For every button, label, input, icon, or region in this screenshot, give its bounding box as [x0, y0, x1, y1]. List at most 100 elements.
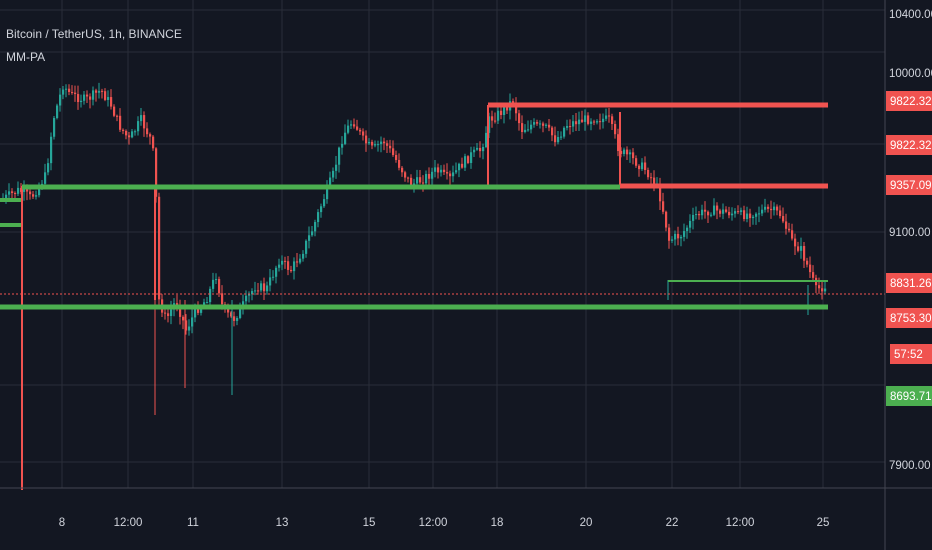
candle-body: [80, 100, 83, 103]
candle-body: [113, 106, 116, 116]
candle-body: [578, 119, 581, 125]
candle-body: [359, 129, 362, 132]
y-tick-label: 10000.00: [889, 68, 932, 80]
candle-body: [683, 231, 686, 237]
candle-body: [362, 131, 365, 136]
candle-body: [314, 222, 317, 232]
candle-body: [710, 214, 713, 216]
candle-body: [638, 165, 641, 170]
candle-body: [539, 123, 542, 125]
candle-body: [26, 188, 29, 192]
candle-body: [335, 164, 338, 171]
candle-body: [659, 183, 662, 202]
x-tick-label: 13: [276, 517, 289, 529]
candle-body: [83, 94, 86, 101]
candle-body: [47, 163, 50, 173]
candle-body: [278, 264, 281, 268]
candle-body: [635, 158, 638, 166]
candles: [2, 82, 827, 415]
candle-body: [458, 163, 461, 171]
candle-body: [236, 318, 239, 321]
candle-body: [32, 194, 35, 197]
candle-body: [188, 326, 191, 331]
candle-body: [596, 121, 599, 123]
candle-body: [533, 122, 536, 125]
candle-body: [554, 135, 557, 143]
candle-body: [755, 213, 758, 217]
candle-body: [374, 144, 377, 146]
candle-body: [149, 134, 152, 137]
candle-body: [23, 188, 26, 192]
candle-body: [44, 172, 47, 184]
candle-body: [581, 119, 584, 122]
candle-body: [479, 147, 482, 152]
candle-body: [665, 211, 668, 228]
candle-body: [170, 309, 173, 316]
candle-body: [728, 211, 731, 216]
candle-body: [740, 210, 743, 212]
candle-body: [806, 260, 809, 265]
candle-body: [599, 121, 602, 123]
candle-body: [101, 90, 104, 92]
candle-body: [158, 196, 161, 300]
candle-body: [620, 151, 623, 154]
candle-body: [56, 105, 59, 119]
price-tag-box: [890, 344, 932, 364]
candle-body: [530, 124, 533, 130]
candle-body: [269, 277, 272, 286]
candle-body: [86, 94, 89, 97]
candle-body: [485, 132, 488, 147]
x-tick-label: 12:00: [419, 517, 448, 529]
candle-body: [707, 211, 710, 216]
candle-body: [299, 258, 302, 263]
y-tick-label: 10400.00: [889, 9, 932, 21]
candle-body: [287, 261, 290, 270]
candle-body: [464, 156, 467, 168]
candle-body: [482, 146, 485, 152]
candle-body: [587, 115, 590, 124]
candle-body: [422, 182, 425, 184]
candle-body: [761, 209, 764, 214]
candle-body: [230, 312, 233, 317]
candle-body: [425, 173, 428, 184]
candle-body: [770, 208, 773, 211]
candle-body: [446, 172, 449, 174]
candle-body: [788, 228, 791, 231]
candle-body: [14, 192, 17, 194]
x-tick-label: 25: [817, 517, 830, 529]
candle-body: [704, 209, 707, 212]
candle-body: [77, 94, 80, 103]
candle-body: [392, 148, 395, 155]
candle-body: [167, 313, 170, 316]
indicator-label[interactable]: MM-PA: [6, 50, 46, 64]
price-tag-label: 9822.32: [890, 140, 932, 152]
candle-body: [293, 261, 296, 272]
candle-body: [662, 201, 665, 212]
candle-body: [68, 88, 71, 93]
candle-body: [104, 91, 107, 100]
candle-body: [344, 132, 347, 144]
candle-body: [527, 129, 530, 131]
candle-body: [251, 291, 254, 295]
level-lines: [0, 102, 885, 490]
candle-body: [317, 212, 320, 223]
candle-body: [410, 177, 413, 188]
candle-body: [812, 272, 815, 278]
candle-body: [632, 152, 635, 159]
candle-body: [575, 121, 578, 125]
candle-body: [221, 293, 224, 305]
candle-body: [590, 121, 593, 124]
candle-body: [515, 102, 518, 114]
candle-body: [146, 128, 149, 135]
price-tag-box: [886, 386, 932, 406]
candle-body: [548, 124, 551, 128]
candle-body: [164, 312, 167, 314]
x-tick-label: 15: [363, 517, 376, 529]
candle-body: [776, 206, 779, 211]
candle-body: [386, 143, 389, 146]
candle-body: [59, 94, 62, 106]
candle-body: [110, 97, 113, 107]
candle-body: [440, 169, 443, 173]
